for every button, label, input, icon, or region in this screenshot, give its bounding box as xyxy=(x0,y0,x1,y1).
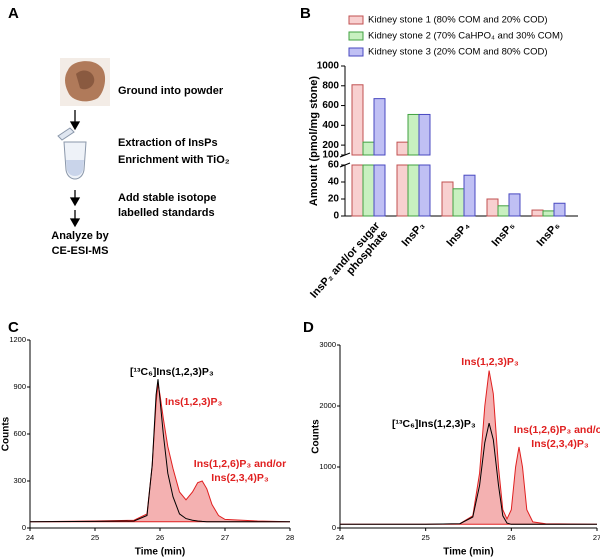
bar xyxy=(418,164,431,217)
workflow-step: Analyze by xyxy=(51,230,109,242)
workflow-step: Add stable isotope xyxy=(118,192,216,204)
bar xyxy=(373,98,386,156)
annotation: Ins(1,2,3)P₃ xyxy=(461,356,519,368)
y-tick-label: 20 xyxy=(328,194,340,205)
y-tick-label: 0 xyxy=(22,523,26,532)
legend-swatch xyxy=(348,47,364,57)
y-tick-label: 100 xyxy=(322,150,339,161)
tube-cap xyxy=(57,127,75,141)
stone-shade xyxy=(76,70,95,90)
annotation: [¹³C₆]Ins(1,2,3)P₃ xyxy=(392,418,476,430)
bar xyxy=(463,174,476,217)
x-tick-label: 28 xyxy=(286,533,294,542)
annotation: Ins(1,2,6)P₃ and/or xyxy=(194,458,286,470)
y-tick-label: 1200 xyxy=(9,335,26,344)
bar xyxy=(508,193,521,217)
y-tick-label: 60 xyxy=(328,160,340,171)
y-tick-label: 1000 xyxy=(317,61,340,72)
x-tick-label: 25 xyxy=(421,533,429,542)
legend-swatch xyxy=(348,31,364,41)
tube xyxy=(57,127,87,180)
x-tick-label: 27 xyxy=(593,533,600,542)
y-tick-label: 2000 xyxy=(319,401,336,410)
x-tick-label: InsP₆ xyxy=(535,220,563,249)
panel-label: A xyxy=(8,5,19,22)
y-tick-label: 600 xyxy=(322,100,339,111)
arrow-head xyxy=(69,197,81,207)
legend-label: Kidney stone 2 (70% CaHPO₄ and 30% COM) xyxy=(368,31,563,42)
y-axis-label: Amount (pmol/mg stone) xyxy=(308,76,320,206)
y-tick-label: 800 xyxy=(322,80,339,91)
annotation: Ins(1,2,6)P₃ and/or xyxy=(514,424,600,436)
workflow-step: Extraction of InsPs xyxy=(118,137,218,149)
workflow-step: Enrichment with TiO₂ xyxy=(118,154,230,166)
arrows xyxy=(69,110,81,228)
y-tick-label: 600 xyxy=(13,429,26,438)
x-axis-label: Time (min) xyxy=(135,547,185,558)
annotation: Ins(2,3,4)P₃ xyxy=(211,472,269,484)
bar xyxy=(351,84,364,156)
bar xyxy=(553,202,566,217)
y-tick-label: 400 xyxy=(322,120,339,131)
stone-photo xyxy=(60,58,110,106)
area-line xyxy=(340,370,598,525)
bar xyxy=(418,113,431,156)
arrow-head xyxy=(69,218,81,228)
bar xyxy=(531,209,544,217)
y-tick-label: 0 xyxy=(333,211,339,222)
x-tick-label: InsP₃ xyxy=(400,220,428,249)
x-tick-label: 24 xyxy=(336,533,344,542)
bar xyxy=(497,205,510,217)
legend-swatch xyxy=(348,15,364,25)
x-tick-label: 26 xyxy=(507,533,515,542)
annotation: Ins(2,3,4)P₃ xyxy=(531,438,589,450)
x-tick-label: 25 xyxy=(91,533,99,542)
x-tick-label: 24 xyxy=(26,533,34,542)
annotation: Ins(1,2,3)P₃ xyxy=(165,396,223,408)
workflow-step: Ground into powder xyxy=(118,85,224,97)
panel-label: C xyxy=(8,319,19,336)
bar xyxy=(396,141,409,156)
bar xyxy=(542,210,555,217)
bar xyxy=(486,198,499,217)
workflow-step: CE-ESI-MS xyxy=(52,245,109,257)
x-tick-label: 27 xyxy=(221,533,229,542)
y-tick-label: 3000 xyxy=(319,340,336,349)
bar xyxy=(407,164,420,217)
workflow-step: labelled standards xyxy=(118,207,215,219)
x-tick-label: InsP₂ and/or sugar xyxy=(308,219,383,300)
y-tick-label: 300 xyxy=(13,476,26,485)
y-tick-label: 1000 xyxy=(319,462,336,471)
x-tick-label: InsP₅ xyxy=(490,220,518,249)
bar xyxy=(407,113,420,156)
x-tick-label: 26 xyxy=(156,533,164,542)
bar xyxy=(441,181,454,217)
bar xyxy=(373,164,386,217)
annotation: [¹³C₆]Ins(1,2,3)P₃ xyxy=(130,366,214,378)
y-tick-label: 40 xyxy=(328,177,340,188)
bar xyxy=(452,188,465,217)
arrow-head xyxy=(69,121,81,131)
y-axis-label: Counts xyxy=(1,416,12,451)
bar xyxy=(351,164,364,217)
line xyxy=(340,422,597,525)
legend-label: Kidney stone 3 (20% COM and 80% COD) xyxy=(368,47,548,58)
bar xyxy=(396,164,409,217)
y-tick-label: 0 xyxy=(332,523,336,532)
panel-label: D xyxy=(303,319,314,336)
bar xyxy=(362,141,375,156)
bar xyxy=(362,164,375,217)
line xyxy=(29,379,290,523)
y-axis-label: Counts xyxy=(311,419,322,454)
x-axis-label: Time (min) xyxy=(443,547,493,558)
y-tick-label: 900 xyxy=(13,382,26,391)
y-tick-label: 200 xyxy=(322,140,339,151)
legend-label: Kidney stone 1 (80% COM and 20% COD) xyxy=(368,15,548,26)
x-tick-label: InsP₄ xyxy=(444,220,472,249)
panel-label: B xyxy=(300,5,311,22)
tube-liquid xyxy=(66,160,84,176)
